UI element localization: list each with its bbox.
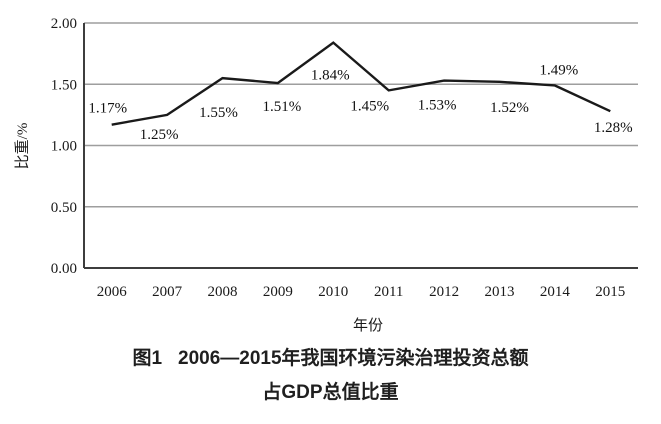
y-tick-label: 1.50 — [51, 77, 77, 93]
caption-text-line1: 2006—2015年我国环境污染治理投资总额 — [178, 348, 529, 369]
y-axis-tick-labels: 0.00 0.50 1.00 1.50 2.00 — [51, 16, 77, 277]
data-point-label: 1.52% — [490, 100, 529, 116]
data-point-label: 1.51% — [263, 99, 302, 115]
caption-line-2: 占GDP总值比重 — [262, 382, 399, 403]
y-tick-label: 1.00 — [51, 139, 77, 155]
line-chart: 0.00 0.50 1.00 1.50 2.00 2006 2007 2008 2009 201… — [14, 16, 638, 334]
x-tick-label: 2008 — [208, 284, 238, 300]
figure-caption: 图1 2006—2015年我国环境污染治理投资总额 占GDP总值比重 — [0, 342, 661, 410]
x-tick-label: 2010 — [318, 284, 348, 300]
axes — [83, 23, 638, 269]
series-line — [111, 41, 611, 126]
data-point-label: 1.17% — [88, 101, 127, 117]
data-point-label: 1.49% — [540, 62, 579, 78]
data-series — [111, 41, 611, 126]
x-tick-label: 2007 — [152, 284, 183, 300]
x-axis-tick-labels: 2006 2007 2008 2009 2010 2011 2012 2013 2014 2015 — [97, 284, 626, 300]
data-point-label: 1.53% — [418, 98, 457, 114]
x-tick-label: 2013 — [485, 284, 515, 300]
x-tick-label: 2014 — [540, 284, 571, 300]
y-tick-label: 2.00 — [51, 16, 77, 32]
caption-line-1: 图1 2006—2015年我国环境污染治理投资总额 — [0, 342, 661, 376]
data-point-label: 1.28% — [594, 120, 633, 136]
x-tick-label: 2009 — [263, 284, 293, 300]
x-tick-label: 2006 — [97, 284, 128, 300]
data-point-label: 1.25% — [140, 127, 179, 143]
gridlines — [84, 22, 638, 269]
y-tick-label: 0.50 — [51, 200, 77, 216]
y-axis-title: 比重/% — [14, 123, 31, 170]
data-point-label: 1.84% — [311, 68, 350, 84]
data-point-label: 1.45% — [350, 98, 389, 114]
x-axis-title: 年份 — [353, 317, 383, 334]
x-tick-label: 2015 — [595, 284, 625, 300]
data-point-labels: 1.17% 1.25% 1.55% 1.51% 1.84%1.45% 1.53% 1.52%… — [88, 62, 632, 142]
x-tick-label: 2012 — [429, 284, 459, 300]
figure-number: 图1 — [132, 348, 163, 369]
data-point-label: 1.55% — [199, 105, 238, 121]
x-tick-label: 2011 — [374, 284, 403, 300]
y-tick-label: 0.00 — [51, 261, 77, 277]
